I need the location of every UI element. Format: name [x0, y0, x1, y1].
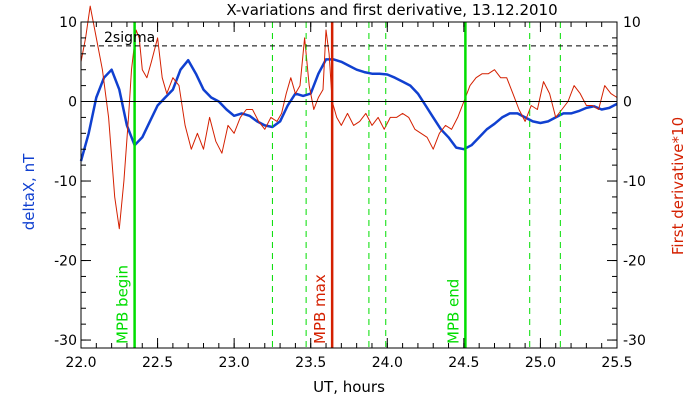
x-tick-label: 24.0	[372, 355, 403, 371]
y-axis-title-right: First derivative*10	[669, 117, 687, 255]
y-tick-label-left: -30	[54, 333, 77, 349]
series-line	[79, 58, 618, 162]
axes-layer: 22.0 22.5 23.0 23.5 24.0 24.5 25.0 25.5 10 0 -10 -2…	[54, 15, 646, 371]
x-tick-label: 22.5	[142, 355, 173, 371]
x-tick-label: 23.0	[219, 355, 250, 371]
x-tick-label: 25.5	[601, 355, 632, 371]
y-tick-label-right: -20	[623, 254, 646, 270]
series-line	[80, 5, 618, 230]
plot-frame	[80, 21, 618, 349]
y-tick-label-left: -20	[54, 254, 77, 270]
chart-title: X-variations and first derivative, 13.12…	[226, 1, 557, 19]
y-tick-label-right: -30	[623, 333, 646, 349]
marker-layer: MPB begin MPB max MPB end	[114, 22, 561, 348]
y-tick-label-left: -10	[54, 174, 77, 190]
x-tick-label: 23.5	[295, 355, 326, 371]
series-layer	[79, 5, 618, 230]
y-tick-label-left: 0	[68, 95, 77, 111]
event-marker-label: MPB begin	[114, 265, 132, 344]
x-tick-label: 22.0	[65, 355, 96, 371]
y-axis-title-left: deltaX, nT	[20, 153, 38, 230]
x-tick-label: 24.5	[448, 355, 479, 371]
y-tick-label-left: 10	[59, 15, 77, 31]
event-marker-label: MPB max	[311, 274, 329, 344]
x-axis-title: UT, hours	[313, 378, 385, 396]
event-marker-label: MPB end	[444, 279, 462, 344]
sigma-label: 2sigma	[104, 30, 155, 46]
y-tick-label-right: 10	[623, 15, 641, 31]
y-tick-label-right: 0	[623, 95, 632, 111]
x-tick-label: 25.0	[525, 355, 556, 371]
y-tick-label-right: -10	[623, 174, 646, 190]
